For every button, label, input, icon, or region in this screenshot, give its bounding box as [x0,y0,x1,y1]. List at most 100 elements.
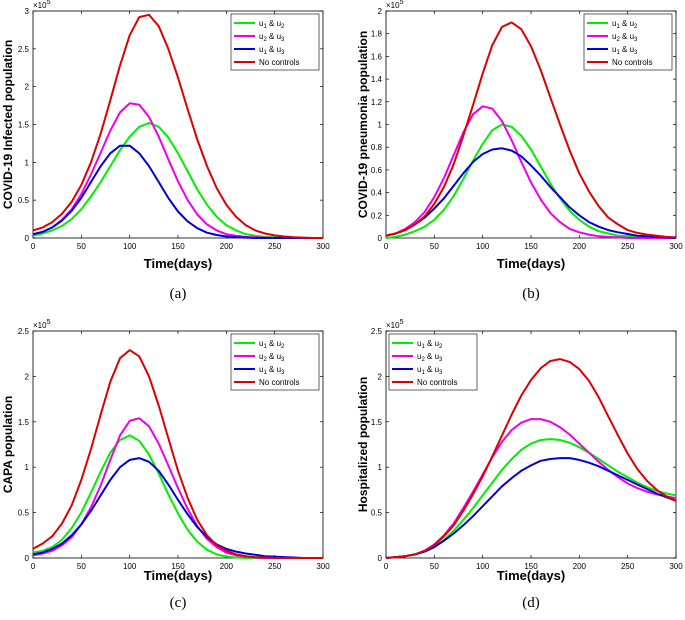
y-tick-label: 0 [25,234,30,243]
legend: u1 & u2 u2 & u3 u1 & u3 No controls [230,13,320,71]
series-line-3 [32,144,323,239]
y-tick-label: 1.5 [18,418,30,427]
x-tick-label: 100 [476,242,490,251]
y-tick-label: 1.5 [18,121,30,130]
chart-panel-4: 0 50 100 150 200 250 300 0 0.5 1 1.5 2 2.5×105 u1 & u… [356,319,683,611]
x-tick-label: 150 [171,242,185,251]
x-tick-label: 100 [476,562,490,571]
legend-label: u1 & u2 [259,339,285,350]
panel-caption: (b) [522,286,540,302]
legend: u1 & u2 u2 & u3 u1 & u3 No controls [388,333,478,391]
y-tick-label: 0.2 [371,211,383,220]
series-line-4 [32,349,323,559]
legend-label: u1 & u2 [259,19,285,30]
y-tick-label: 0 [378,234,383,243]
series-line-3 [385,457,677,559]
x-tick-label: 200 [573,242,587,251]
y-axis-label: COVID-19 Infected population [1,40,15,209]
panel-caption: (a) [170,286,187,302]
legend-label: u1 & u3 [417,365,443,376]
series-line-2 [385,105,676,239]
y-tick-label: 1.8 [371,30,383,39]
x-tick-label: 250 [621,242,635,251]
x-tick-label: 300 [316,242,330,251]
y-tick-label: 3 [25,7,30,16]
x-tick-label: 50 [430,242,439,251]
x-tick-label: 200 [573,562,587,571]
x-tick-label: 150 [524,562,538,571]
x-tick-label: 100 [123,562,137,571]
y-exponent: ×105 [33,0,51,10]
legend-label: No controls [259,378,299,387]
series-line-4 [32,13,323,239]
legend-label: u2 & u3 [417,352,443,363]
series-line-4 [385,358,677,559]
x-tick-label: 300 [316,562,330,571]
legend-label: u2 & u3 [612,32,638,43]
legend-label: No controls [612,58,652,67]
y-tick-label: 2 [378,7,383,16]
x-tick-label: 250 [621,562,635,571]
y-tick-label: 0.6 [371,166,383,175]
legend-label: u1 & u3 [259,45,285,56]
x-tick-label: 150 [524,242,538,251]
y-tick-label: 0.5 [18,196,30,205]
series-line-3 [385,147,677,239]
x-axis-label: Time(days) [144,568,212,583]
legend-label: u1 & u3 [259,365,285,376]
y-tick-label: 2 [25,83,30,92]
x-tick-label: 0 [384,242,389,251]
x-tick-label: 0 [31,242,36,251]
y-tick-label: 2.5 [18,327,30,336]
x-tick-label: 50 [77,242,86,251]
x-tick-label: 50 [430,562,439,571]
x-axis-label: Time(days) [497,568,565,583]
x-tick-label: 150 [171,562,185,571]
y-tick-label: 0.8 [371,143,383,152]
y-tick-label: 1 [378,121,383,130]
y-tick-label: 2.5 [371,327,383,336]
y-tick-label: 2 [378,372,383,381]
y-axis-label: CAPA population [1,396,15,493]
y-tick-label: 1 [25,158,30,167]
x-tick-label: 0 [384,562,389,571]
y-exponent: ×105 [386,0,404,10]
x-tick-label: 300 [669,562,683,571]
y-tick-label: 1 [378,463,383,472]
x-axis-label: Time(days) [497,256,565,271]
y-tick-label: 0.5 [18,509,30,518]
y-tick-label: 0.5 [371,509,383,518]
x-tick-label: 50 [77,562,86,571]
legend-label: u1 & u3 [612,45,638,56]
x-tick-label: 200 [220,242,234,251]
series-line-3 [32,457,323,559]
y-tick-label: 2 [25,372,30,381]
chart-panel-2: 0 50 100 150 200 250 300 0 0.2 0.4 0.6 0.8 1 1.2 1.4 1.… [356,0,683,302]
chart-panel-3: 0 50 100 150 200 250 300 0 0.5 1 1.5 2 2.5×105 u1 & u… [1,319,330,611]
panel-caption: (d) [522,595,540,611]
y-tick-label: 1.5 [371,418,383,427]
legend-label: No controls [417,378,457,387]
x-tick-label: 200 [220,562,234,571]
series-line-4 [385,21,677,239]
x-tick-label: 250 [268,242,282,251]
chart-panel-1: 0 50 100 150 200 250 300 0 0.5 1 1.5 2 2.5 3×105 u1 & … [1,0,330,302]
y-tick-label: 1.2 [371,98,383,107]
legend: u1 & u2 u2 & u3 u1 & u3 No controls [230,333,320,391]
y-tick-label: 0.4 [371,189,383,198]
panel-caption: (c) [170,595,187,611]
x-tick-label: 300 [669,242,683,251]
y-tick-label: 0 [25,554,30,563]
legend-label: u2 & u3 [259,352,285,363]
y-tick-label: 1.4 [371,75,383,84]
x-axis-label: Time(days) [144,256,212,271]
x-tick-label: 0 [31,562,36,571]
legend-label: u1 & u2 [417,339,443,350]
y-exponent: ×105 [386,319,404,330]
legend-label: u2 & u3 [259,32,285,43]
y-tick-label: 2.5 [18,45,30,54]
y-tick-label: 1 [25,463,30,472]
x-tick-label: 100 [123,242,137,251]
y-tick-label: 0 [378,554,383,563]
